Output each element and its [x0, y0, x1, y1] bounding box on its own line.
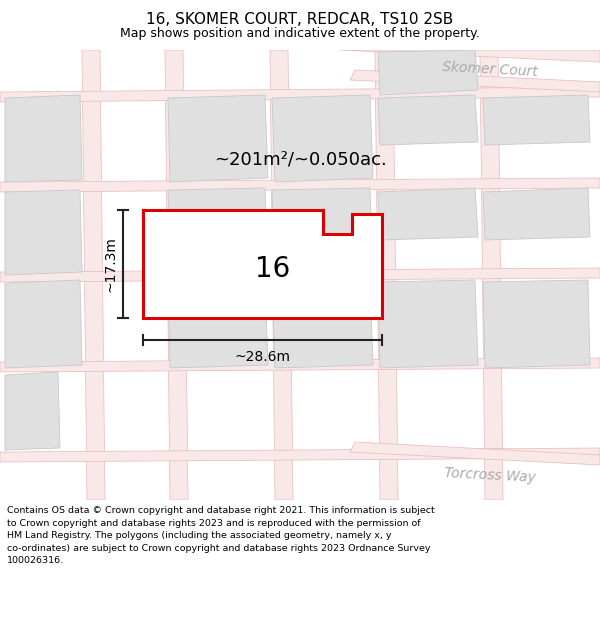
- Polygon shape: [272, 95, 373, 182]
- Polygon shape: [5, 372, 60, 450]
- Text: Torcross Way: Torcross Way: [444, 466, 536, 484]
- Polygon shape: [483, 188, 590, 240]
- Text: Skomer Court: Skomer Court: [442, 61, 538, 79]
- Polygon shape: [0, 178, 600, 192]
- Polygon shape: [5, 280, 82, 368]
- Polygon shape: [0, 448, 600, 462]
- Polygon shape: [0, 268, 600, 282]
- Polygon shape: [168, 188, 268, 275]
- Polygon shape: [272, 280, 373, 368]
- Text: 16, SKOMER COURT, REDCAR, TS10 2SB: 16, SKOMER COURT, REDCAR, TS10 2SB: [146, 12, 454, 28]
- Polygon shape: [375, 50, 398, 500]
- Polygon shape: [350, 442, 600, 465]
- Polygon shape: [272, 188, 373, 275]
- Polygon shape: [5, 95, 82, 182]
- Polygon shape: [82, 50, 105, 500]
- Text: ~201m²/~0.050ac.: ~201m²/~0.050ac.: [214, 151, 386, 169]
- Text: Contains OS data © Crown copyright and database right 2021. This information is : Contains OS data © Crown copyright and d…: [7, 506, 435, 565]
- Text: ~28.6m: ~28.6m: [235, 350, 290, 364]
- Polygon shape: [0, 358, 600, 372]
- Polygon shape: [378, 50, 478, 95]
- Polygon shape: [340, 50, 600, 62]
- Polygon shape: [168, 95, 268, 182]
- Polygon shape: [378, 280, 478, 368]
- Text: Map shows position and indicative extent of the property.: Map shows position and indicative extent…: [120, 27, 480, 40]
- Polygon shape: [143, 210, 382, 318]
- Polygon shape: [5, 190, 82, 275]
- Text: 16: 16: [255, 255, 290, 283]
- Polygon shape: [483, 280, 590, 368]
- Polygon shape: [165, 50, 188, 500]
- Polygon shape: [270, 50, 293, 500]
- Polygon shape: [378, 188, 478, 240]
- Text: ~17.3m: ~17.3m: [103, 236, 117, 292]
- Polygon shape: [168, 280, 268, 368]
- Polygon shape: [483, 95, 590, 145]
- Polygon shape: [378, 95, 478, 145]
- Polygon shape: [0, 87, 600, 102]
- Polygon shape: [350, 70, 600, 92]
- Polygon shape: [480, 50, 503, 500]
